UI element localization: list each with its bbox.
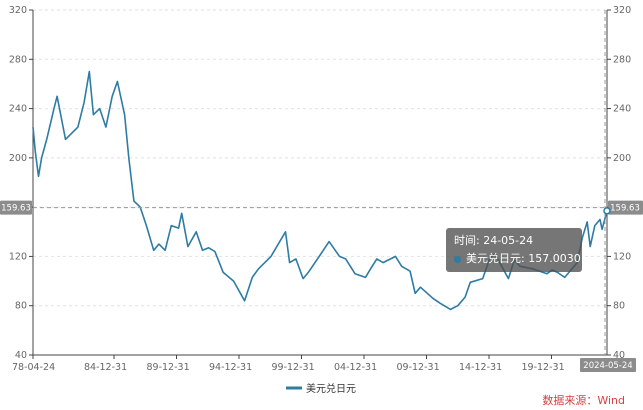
crosshair-label-left: 159.63: [1, 204, 31, 214]
x-tick-label: 78-04-24: [12, 362, 55, 373]
y-tick-label-left: 200: [9, 153, 27, 164]
x-tick-label: 99-12-31: [272, 362, 315, 373]
y-tick-label-left: 120: [9, 251, 27, 262]
hover-point: [603, 207, 611, 215]
crosshair: 159.63 159.63 2024-05-24: [0, 10, 643, 372]
y-tick-label-left: 80: [15, 301, 27, 312]
y-tick-label-right: 240: [613, 104, 631, 115]
tooltip-value-row: 美元兑日元: 157.0030: [454, 250, 581, 268]
y-tick-label-left: 240: [9, 104, 27, 115]
legend[interactable]: 美元兑日元: [286, 382, 356, 395]
tooltip-time: 时间: 24-05-24: [454, 234, 534, 247]
x-tick-label: 14-12-31: [459, 362, 502, 373]
crosshair-badge-left: [0, 200, 32, 215]
y-tick-label-right: 280: [613, 54, 631, 65]
tooltip: 时间: 24-05-24 美元兑日元: 157.0030: [446, 228, 582, 272]
x-tick-label: 94-12-31: [209, 362, 252, 373]
y-tick-label-left: 280: [9, 54, 27, 65]
crosshair-badge-right: [608, 200, 643, 215]
y-tick-label-left: 320: [9, 5, 27, 16]
y-tick-label-left: 40: [15, 350, 27, 361]
crosshair-label-right: 159.63: [610, 204, 640, 214]
x-tick-label: 19-12-31: [522, 362, 565, 373]
x-tick-label: 04-12-31: [334, 362, 377, 373]
y-tick-label-right: 200: [613, 153, 631, 164]
y-ticks: 4040808012012016016020020024024028028032…: [9, 5, 631, 361]
series: [32, 70, 608, 311]
tooltip-value: 157.0030: [528, 252, 581, 265]
y-tick-label-right: 80: [613, 301, 625, 312]
legend-label: 美元兑日元: [306, 382, 356, 395]
y-tick-label-right: 320: [613, 5, 631, 16]
x-tick-label: 09-12-31: [397, 362, 440, 373]
y-tick-label-right: 40: [613, 350, 625, 361]
tooltip-series-label: 美元兑日元: [466, 252, 521, 265]
x-tick-label: 84-12-31: [84, 362, 127, 373]
crosshair-label-bottom: 2024-05-24: [583, 361, 632, 371]
data-source: 数据来源：Wind: [542, 394, 625, 407]
tooltip-series-dot: [454, 255, 461, 263]
series-line-usdjpy: [32, 70, 608, 311]
y-tick-label-right: 120: [613, 251, 631, 262]
crosshair-badge-bottom: [580, 358, 636, 372]
x-tick-label: 89-12-31: [147, 362, 190, 373]
x-ticks: 78-04-24 84-12-31 89-12-31 94-12-31 99-12-31…: [12, 355, 565, 373]
